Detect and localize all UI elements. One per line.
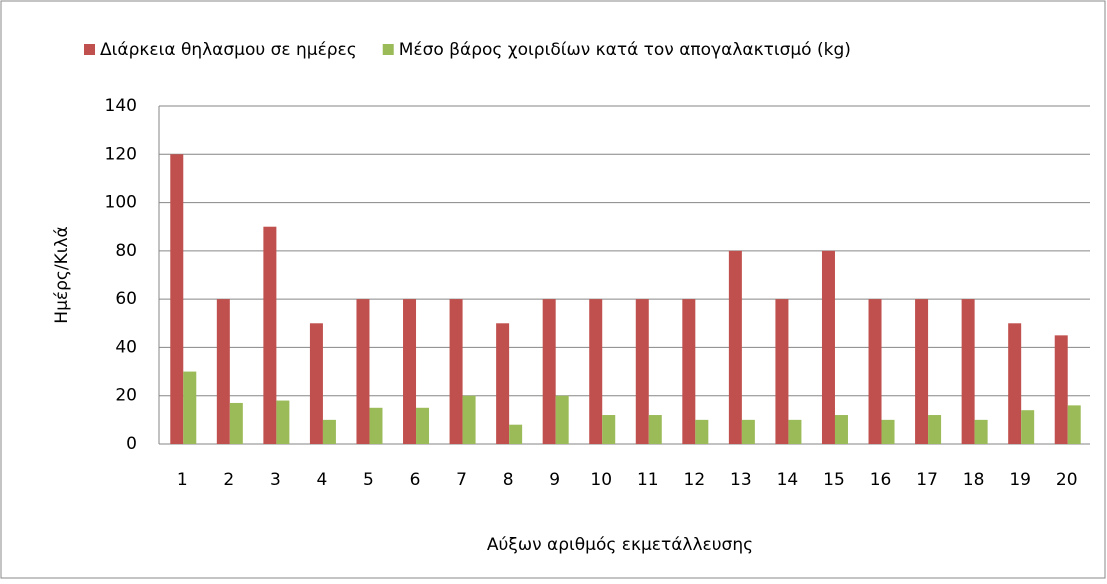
bar xyxy=(309,323,323,444)
bar xyxy=(682,299,696,444)
x-tick-label: 3 xyxy=(270,470,281,490)
x-tick-label: 9 xyxy=(549,470,560,490)
legend-swatch xyxy=(84,44,95,55)
bar xyxy=(1021,410,1035,444)
bar xyxy=(775,299,789,444)
y-tick-label: 120 xyxy=(105,144,137,164)
bar xyxy=(170,154,184,445)
bar xyxy=(635,299,649,444)
bar xyxy=(229,402,243,444)
bar xyxy=(915,299,929,444)
legend-swatch xyxy=(382,44,394,55)
y-tick-label: 140 xyxy=(105,96,137,116)
x-tick-label: 19 xyxy=(1009,470,1031,490)
x-tick-label: 18 xyxy=(963,470,985,490)
x-tick-label: 13 xyxy=(730,470,752,490)
x-tick-label: 7 xyxy=(456,470,467,490)
x-tick-label: 20 xyxy=(1056,470,1078,490)
bar xyxy=(974,419,988,444)
x-tick-label: 1 xyxy=(177,470,188,490)
x-tick-label: 5 xyxy=(363,470,374,490)
x-tick-label: 12 xyxy=(684,470,706,490)
bar xyxy=(276,400,290,444)
x-tick-label: 16 xyxy=(870,470,892,490)
bar xyxy=(369,407,383,444)
y-tick-label: 80 xyxy=(115,241,137,261)
bar xyxy=(881,419,895,444)
bar xyxy=(496,323,510,444)
x-tick-label: 4 xyxy=(317,470,328,490)
bar xyxy=(1008,323,1022,444)
x-tick-label: 10 xyxy=(590,470,612,490)
y-axis-label: Ημέρς/Κιλά xyxy=(52,226,72,323)
y-tick-label: 0 xyxy=(126,434,137,454)
x-tick-label: 2 xyxy=(223,470,234,490)
bar xyxy=(868,299,882,444)
bar xyxy=(728,250,742,444)
bar xyxy=(462,395,476,444)
bar xyxy=(695,419,709,444)
bar xyxy=(1067,405,1081,444)
bar xyxy=(263,226,277,444)
bar xyxy=(542,299,556,444)
x-tick-label: 6 xyxy=(410,470,421,490)
bar xyxy=(788,419,802,444)
bar xyxy=(1054,335,1068,444)
x-tick-label: 15 xyxy=(823,470,845,490)
bar xyxy=(602,415,616,444)
bar xyxy=(183,371,197,444)
y-tick-label: 60 xyxy=(115,289,137,309)
x-tick-label: 14 xyxy=(777,470,799,490)
bar xyxy=(961,299,975,444)
bar xyxy=(589,299,603,444)
bar xyxy=(403,299,417,444)
bar xyxy=(356,299,370,444)
bar xyxy=(648,415,662,444)
legend-label: Μέσο βάρος χοιριδίων κατά τον απογαλακτι… xyxy=(399,40,851,60)
bar xyxy=(322,419,336,444)
bar xyxy=(928,415,942,444)
bar xyxy=(449,299,463,444)
bar xyxy=(416,407,430,444)
x-tick-label: 8 xyxy=(503,470,514,490)
y-tick-label: 40 xyxy=(115,337,137,357)
x-tick-label: 11 xyxy=(637,470,659,490)
x-tick-label: 17 xyxy=(916,470,938,490)
bar xyxy=(834,415,848,444)
bar xyxy=(216,299,230,444)
bar xyxy=(555,395,569,444)
x-axis-label: Αύξων αριθμός εκμετάλλευσης xyxy=(487,535,753,555)
legend-label: Διάρκεια θηλασμου σε ημέρες xyxy=(100,40,357,60)
bar xyxy=(821,250,835,444)
bar xyxy=(509,424,523,444)
y-tick-label: 100 xyxy=(105,193,137,213)
y-tick-label: 20 xyxy=(115,386,137,406)
bar xyxy=(741,419,755,444)
